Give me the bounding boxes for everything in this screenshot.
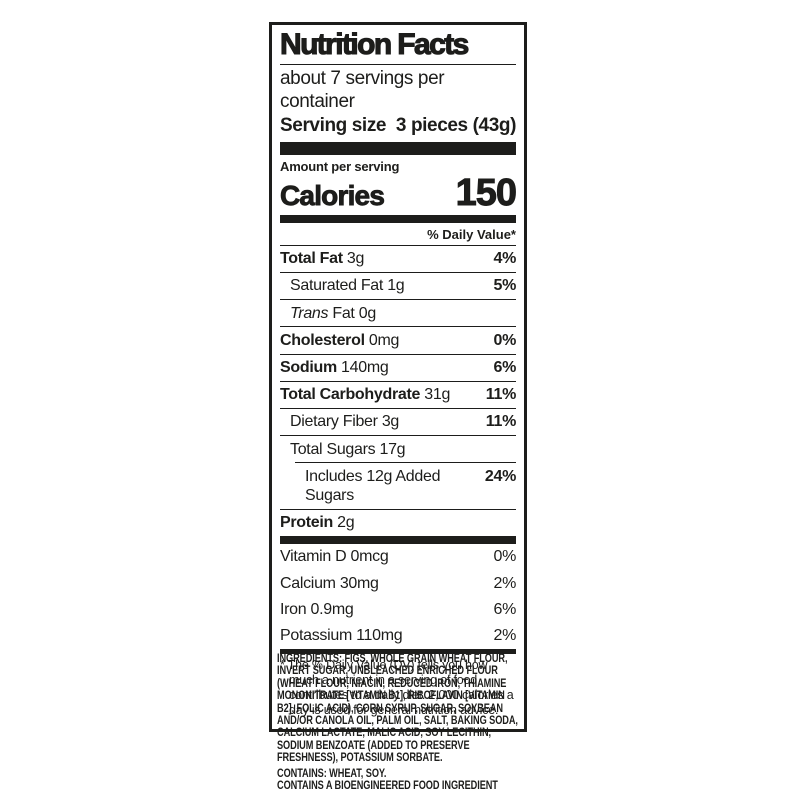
allergen-contains-statement: CONTAINS: WHEAT, SOY. bbox=[277, 767, 387, 780]
nutrient-name: Sodium bbox=[280, 359, 337, 377]
bioengineered-statement: CONTAINS A BIOENGINEERED FOOD INGREDIENT bbox=[277, 780, 498, 793]
daily-value: 5% bbox=[493, 277, 516, 295]
divider-thick-bar bbox=[280, 141, 516, 155]
nutrient-name: Protein bbox=[280, 514, 334, 532]
nutrition-facts-panel: Nutrition Facts about 7 servings per con… bbox=[269, 22, 527, 732]
nutrient-name: Total Fat bbox=[280, 250, 343, 268]
serving-size-value: 3 pieces (43g) bbox=[395, 115, 516, 136]
nutrient-name-italic: Trans bbox=[290, 304, 329, 322]
calories-row: Calories 150 bbox=[280, 171, 518, 215]
nutrient-amount: Fat 0g bbox=[328, 304, 376, 322]
divider-footnote-bar bbox=[280, 648, 516, 654]
nutrient-name: Saturated Fat 1g bbox=[290, 277, 405, 295]
divider-medium-bar bbox=[280, 214, 516, 223]
micronutrient-row-vitamin-d: Vitamin D 0mcg 0% bbox=[280, 544, 516, 570]
nutrient-row-cholesterol: Cholesterol 0mg 0% bbox=[280, 327, 516, 355]
nutrient-row-total-sugars: Total Sugars 17g bbox=[280, 436, 516, 462]
calories-label: Calories bbox=[280, 179, 386, 211]
micronutrient-row-calcium: Calcium 30mg 2% bbox=[280, 570, 516, 596]
serving-size-label: Serving size bbox=[280, 115, 387, 136]
divider-thin bbox=[280, 63, 516, 65]
nutrition-facts-title: Nutrition Facts bbox=[279, 27, 469, 61]
daily-value: 2% bbox=[493, 574, 516, 592]
ingredients-statement: INGREDIENTS: FIGS, WHOLE GRAIN WHEAT FLO… bbox=[277, 653, 518, 765]
nutrient-amount: 2g bbox=[333, 514, 355, 532]
nutrient-amount: 3g bbox=[342, 250, 365, 268]
ingredients-section: INGREDIENTS: FIGS, WHOLE GRAIN WHEAT FLO… bbox=[277, 653, 520, 792]
daily-value: 11% bbox=[485, 413, 517, 431]
calories-value: 150 bbox=[455, 171, 517, 214]
amount-per-serving-label: Amount per serving bbox=[280, 158, 400, 174]
nutrient-name: Cholesterol bbox=[280, 331, 365, 349]
servings-per-container: about 7 servings per container bbox=[280, 67, 445, 113]
nutrient-row-trans-fat: Trans Fat 0g bbox=[280, 300, 516, 328]
daily-value-footnote: * The % Daily Value (DV) tells you how m… bbox=[280, 657, 514, 718]
nutrient-row-added-sugars: Includes 12g Added Sugars 24% bbox=[295, 463, 516, 508]
nutrient-amount: 140mg bbox=[336, 359, 389, 377]
nutrient-name: Vitamin D 0mcg bbox=[280, 548, 389, 566]
added-sugars-divider: Includes 12g Added Sugars 24% bbox=[295, 462, 516, 508]
divider-thin bbox=[280, 508, 516, 510]
nutrient-row-total-carbohydrate: Total Carbohydrate 31g 11% bbox=[280, 382, 516, 409]
nutrient-row-saturated-fat: Saturated Fat 1g 5% bbox=[280, 273, 516, 301]
nutrient-name: Dietary Fiber 3g bbox=[290, 413, 400, 431]
nutrient-name: Total Carbohydrate bbox=[280, 386, 421, 404]
daily-value: 24% bbox=[484, 467, 516, 485]
micronutrient-row-potassium: Potassium 110mg 2% bbox=[280, 622, 516, 648]
nutrient-name: Potassium 110mg bbox=[280, 626, 403, 644]
nutrient-row-dietary-fiber: Dietary Fiber 3g 11% bbox=[280, 409, 517, 437]
serving-size-row: Serving size 3 pieces (43g) bbox=[280, 114, 516, 142]
micronutrient-row-iron: Iron 0.9mg 6% bbox=[280, 596, 516, 622]
daily-value: 6% bbox=[493, 359, 516, 377]
nutrient-name: Total Sugars 17g bbox=[290, 440, 406, 458]
nutrient-amount: 31g bbox=[420, 386, 451, 404]
daily-value: 2% bbox=[493, 626, 516, 644]
divider-medium-bar bbox=[280, 535, 516, 544]
daily-value: 0% bbox=[493, 331, 516, 349]
nutrient-row-protein: Protein 2g bbox=[280, 510, 516, 536]
nutrient-amount: 0mg bbox=[364, 331, 400, 349]
daily-value: 0% bbox=[493, 548, 516, 566]
nutrient-name: Calcium 30mg bbox=[280, 574, 379, 592]
daily-value: 6% bbox=[493, 600, 516, 618]
nutrient-row-total-fat: Total Fat 3g 4% bbox=[280, 246, 516, 273]
nutrient-name: Iron 0.9mg bbox=[280, 600, 354, 618]
daily-value: 4% bbox=[493, 250, 516, 268]
percent-daily-value-header: % Daily Value* bbox=[280, 223, 516, 246]
nutrient-row-sodium: Sodium 140mg 6% bbox=[280, 355, 516, 382]
daily-value: 11% bbox=[485, 386, 517, 404]
nutrient-name: Includes 12g Added Sugars bbox=[305, 467, 441, 504]
